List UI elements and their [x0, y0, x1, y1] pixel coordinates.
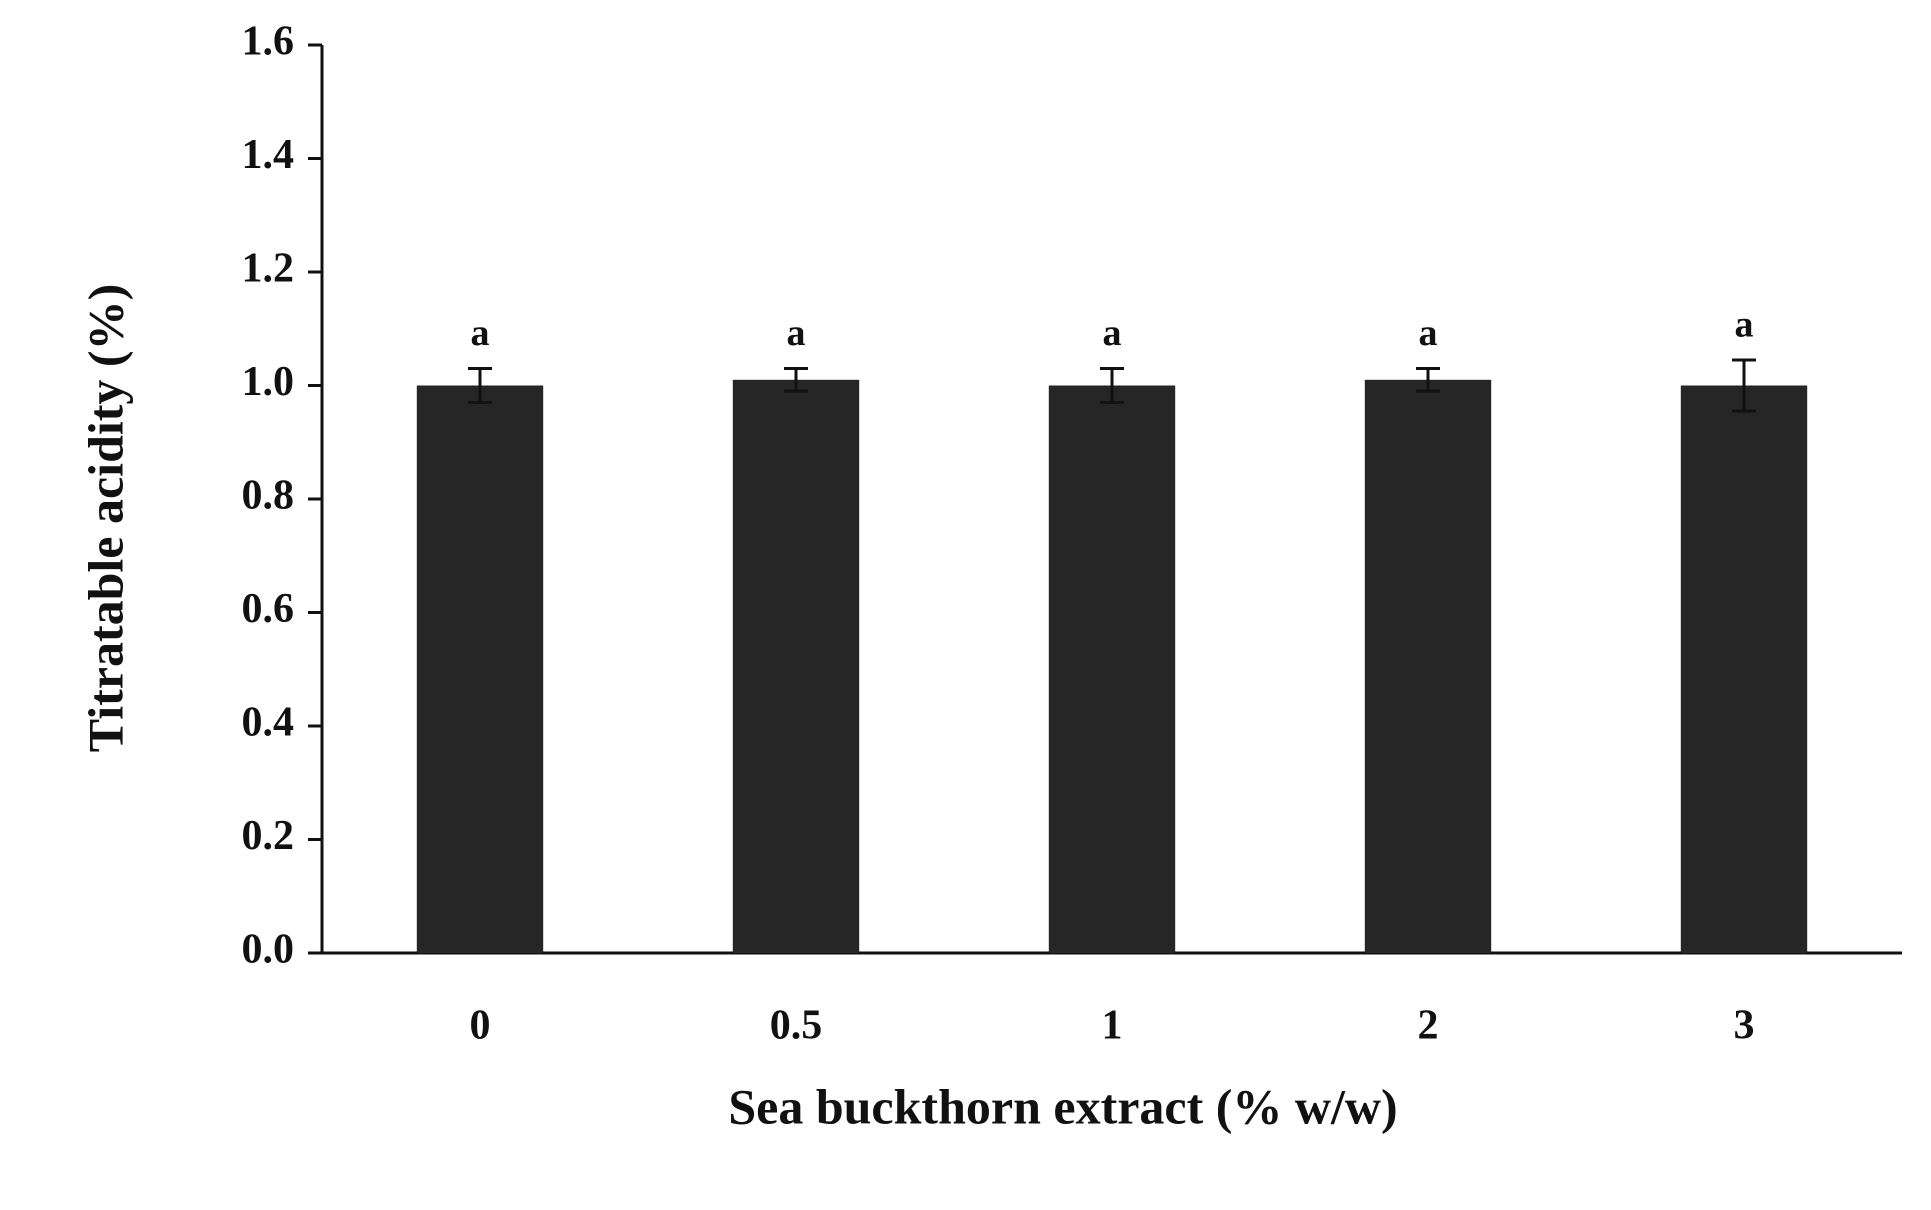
x-tick-label: 0.5 — [770, 1003, 823, 1049]
y-tick-label: 0.0 — [242, 927, 295, 973]
x-axis-title: Sea buckthorn extract (% w/w) — [728, 1078, 1397, 1134]
annotation: a — [1419, 312, 1438, 354]
annotation: a — [1103, 312, 1122, 354]
error-bar — [468, 366, 492, 405]
y-tick-label: 1.0 — [242, 359, 295, 405]
y-tick-label: 1.2 — [242, 246, 295, 292]
y-tick-label: 0.4 — [242, 700, 295, 746]
x-tick-label: 0 — [470, 1003, 491, 1049]
y-tick-label: 0.2 — [242, 813, 295, 859]
y-axis-title: Titratable acidity (%) — [77, 284, 133, 752]
bar — [416, 385, 544, 953]
error-bar — [784, 366, 808, 393]
annotation: a — [787, 312, 806, 354]
y-tick-label: 1.6 — [242, 19, 295, 65]
annotation: a — [1735, 304, 1754, 346]
y-tick-label: 0.6 — [242, 586, 295, 632]
error-bar — [1732, 358, 1756, 413]
error-bar — [1100, 366, 1124, 405]
y-tick-label: 1.4 — [242, 132, 295, 178]
annotation: a — [471, 312, 490, 354]
bar — [1364, 379, 1492, 953]
error-bar — [1416, 366, 1440, 393]
bar — [1680, 385, 1808, 953]
x-tick-label: 1 — [1102, 1003, 1123, 1049]
bar — [1048, 385, 1176, 953]
x-tick-label: 2 — [1418, 1003, 1439, 1049]
x-tick-label: 3 — [1734, 1003, 1755, 1049]
bar — [732, 379, 860, 953]
y-tick-label: 0.8 — [242, 473, 295, 519]
